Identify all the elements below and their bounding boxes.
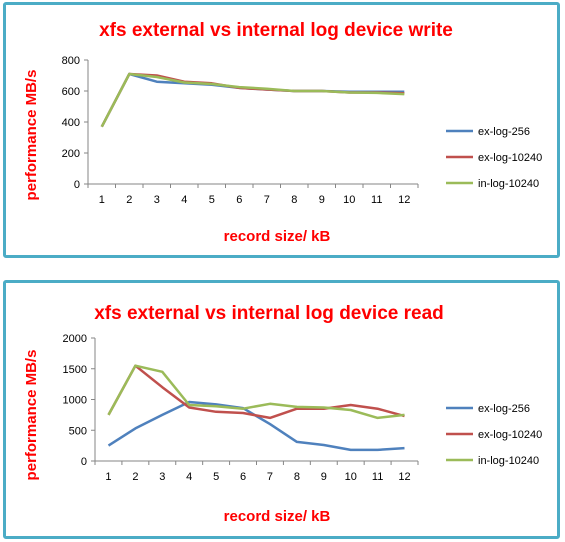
series-line-in-log-10240	[100, 72, 405, 128]
x-tick-label: 2	[132, 471, 138, 483]
x-tick-label: 4	[186, 471, 192, 483]
x-tick-label: 7	[264, 194, 270, 206]
x-tick-label: 10	[345, 471, 357, 483]
series-line-ex-log-256	[107, 400, 405, 452]
y-axis-title: performance MB/s	[23, 350, 40, 481]
x-tick-label: 1	[105, 471, 111, 483]
x-tick-label: 5	[213, 471, 219, 483]
y-tick-label: 0	[81, 456, 87, 468]
x-tick-label: 1	[99, 194, 105, 206]
x-tick-label: 9	[321, 471, 327, 483]
x-tick-label: 7	[267, 471, 273, 483]
chart-title: xfs external vs internal log device read	[94, 303, 444, 324]
y-tick-label: 0	[74, 179, 80, 191]
x-tick-label: 8	[291, 194, 297, 206]
legend-label: in-log-10240	[478, 178, 539, 190]
x-tick-label: 4	[181, 194, 187, 206]
y-tick-label: 1000	[63, 395, 87, 407]
series-line-in-log-10240	[107, 364, 405, 420]
legend-label: ex-log-10240	[478, 152, 542, 164]
series-line-ex-log-256	[100, 72, 405, 128]
y-axis-title: performance MB/s	[23, 70, 40, 201]
x-tick-label: 5	[209, 194, 215, 206]
x-tick-label: 3	[159, 471, 165, 483]
legend-label: ex-log-10240	[478, 429, 542, 441]
x-axis-title: record size/ kB	[224, 228, 331, 245]
x-tick-label: 10	[343, 194, 355, 206]
write-chart-panel: xfs external vs internal log device writ…	[3, 2, 560, 258]
write-chart: xfs external vs internal log device writ…	[23, 20, 542, 245]
x-tick-label: 2	[126, 194, 132, 206]
legend-label: in-log-10240	[478, 455, 539, 467]
x-tick-label: 11	[371, 194, 382, 206]
y-tick-label: 500	[69, 425, 87, 437]
x-tick-label: 6	[240, 471, 246, 483]
legend-label: ex-log-256	[478, 126, 530, 138]
y-tick-label: 400	[62, 117, 80, 129]
read-chart-panel: xfs external vs internal log device read…	[3, 280, 560, 539]
y-tick-label: 1500	[63, 364, 87, 376]
y-tick-label: 200	[62, 148, 80, 160]
series-line-ex-log-10240	[107, 364, 405, 420]
x-axis-title: record size/ kB	[224, 508, 331, 525]
read-chart: xfs external vs internal log device read…	[23, 303, 542, 525]
x-tick-label: 12	[398, 194, 410, 206]
legend-label: ex-log-256	[478, 403, 530, 415]
y-tick-label: 600	[62, 86, 80, 98]
series-line-ex-log-10240	[100, 72, 405, 128]
x-tick-label: 12	[398, 471, 410, 483]
y-tick-label: 800	[62, 55, 80, 67]
y-tick-label: 2000	[63, 333, 87, 345]
chart-title: xfs external vs internal log device writ…	[99, 20, 453, 41]
x-tick-label: 11	[372, 471, 383, 483]
x-tick-label: 9	[319, 194, 325, 206]
x-tick-label: 3	[154, 194, 160, 206]
x-tick-label: 6	[236, 194, 242, 206]
x-tick-label: 8	[294, 471, 300, 483]
